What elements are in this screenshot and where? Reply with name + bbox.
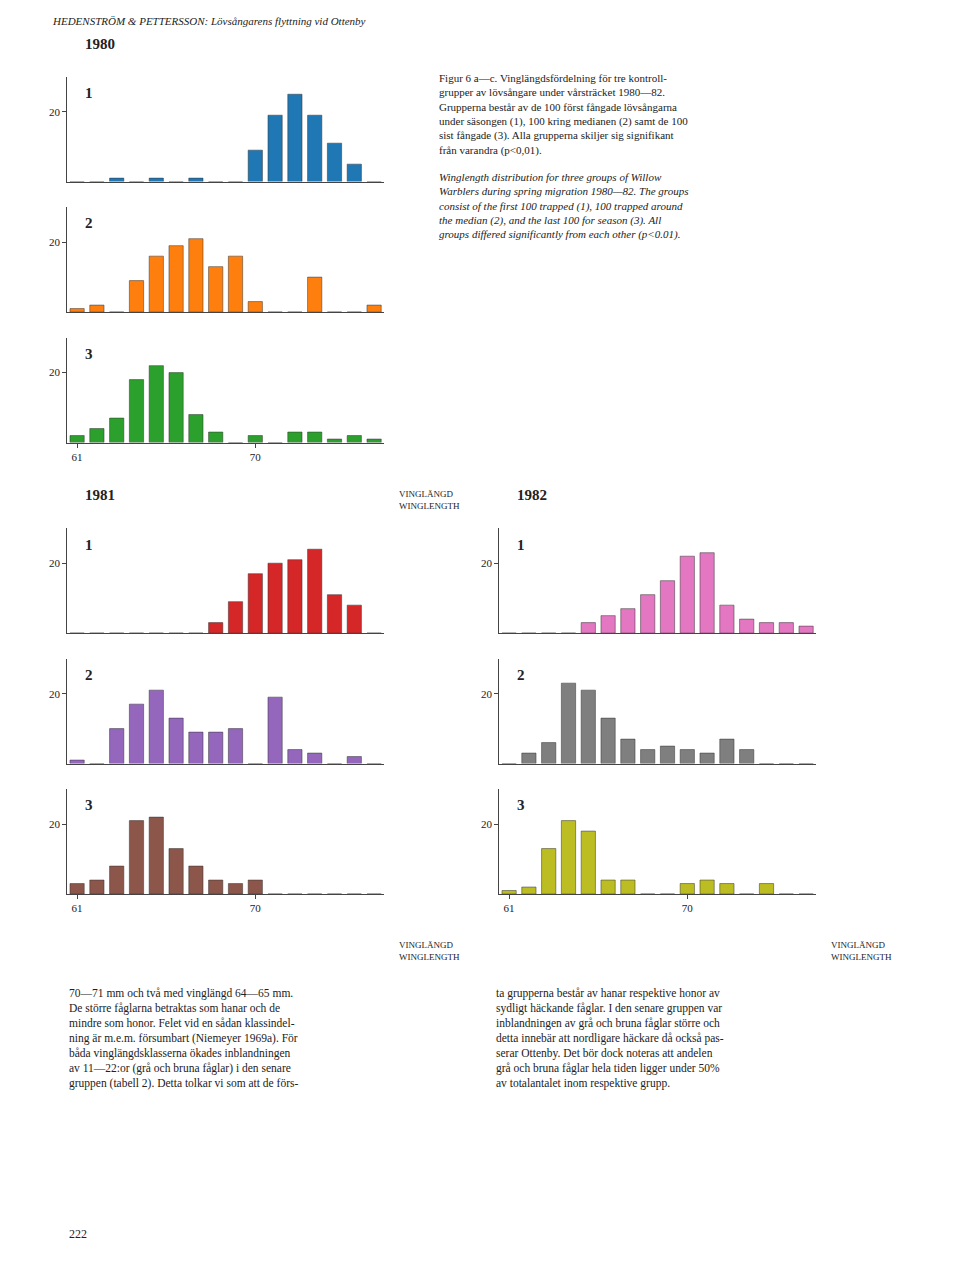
svg-text:222: 222 [69, 1227, 87, 1241]
svg-text:VINGLÄNGDWINGLENGTH: VINGLÄNGDWINGLENGTH [831, 940, 892, 962]
svg-text:70: 70 [250, 902, 261, 914]
svg-text:2: 2 [517, 667, 525, 683]
svg-text:ta grupperna består av hanar r: ta grupperna består av hanar respektive … [496, 987, 724, 1090]
svg-text:1: 1 [517, 537, 525, 553]
svg-text:1982: 1982 [517, 487, 547, 503]
svg-text:20: 20 [49, 366, 61, 378]
svg-text:3: 3 [85, 346, 93, 362]
svg-text:1: 1 [85, 85, 93, 101]
svg-text:1980: 1980 [85, 36, 115, 52]
svg-text:70: 70 [682, 902, 694, 914]
svg-text:61: 61 [504, 902, 515, 914]
svg-text:20: 20 [49, 236, 61, 248]
svg-text:61: 61 [72, 451, 83, 463]
svg-text:61: 61 [72, 902, 83, 914]
svg-text:20: 20 [49, 687, 61, 699]
svg-text:20: 20 [481, 687, 493, 699]
svg-text:20: 20 [49, 106, 61, 118]
svg-text:20: 20 [49, 818, 61, 830]
svg-text:3: 3 [517, 797, 525, 813]
svg-text:70—71 mm och två med vinglängd: 70—71 mm och två med vinglängd 64—65 mm.… [69, 987, 298, 1090]
svg-text:1: 1 [85, 537, 93, 553]
svg-text:Figur 6 a—c. Vinglängdsfördeln: Figur 6 a—c. Vinglängdsfördelning för tr… [439, 72, 688, 157]
svg-text:3: 3 [85, 797, 93, 813]
svg-text:Winglength distribution for th: Winglength distribution for three groups… [439, 171, 688, 241]
svg-text:20: 20 [481, 557, 493, 569]
svg-text:1981: 1981 [85, 487, 115, 503]
svg-text:70: 70 [250, 451, 261, 463]
svg-text:20: 20 [49, 557, 61, 569]
svg-text:HEDENSTRÖM & PETTERSSON: Lövså: HEDENSTRÖM & PETTERSSON: Lövsångarens fl… [52, 15, 366, 27]
svg-text:2: 2 [85, 215, 93, 231]
svg-text:2: 2 [85, 667, 93, 683]
svg-text:VINGLÄNGDWINGLENGTH: VINGLÄNGDWINGLENGTH [399, 489, 460, 511]
svg-text:20: 20 [481, 818, 493, 830]
svg-text:VINGLÄNGDWINGLENGTH: VINGLÄNGDWINGLENGTH [399, 940, 460, 962]
